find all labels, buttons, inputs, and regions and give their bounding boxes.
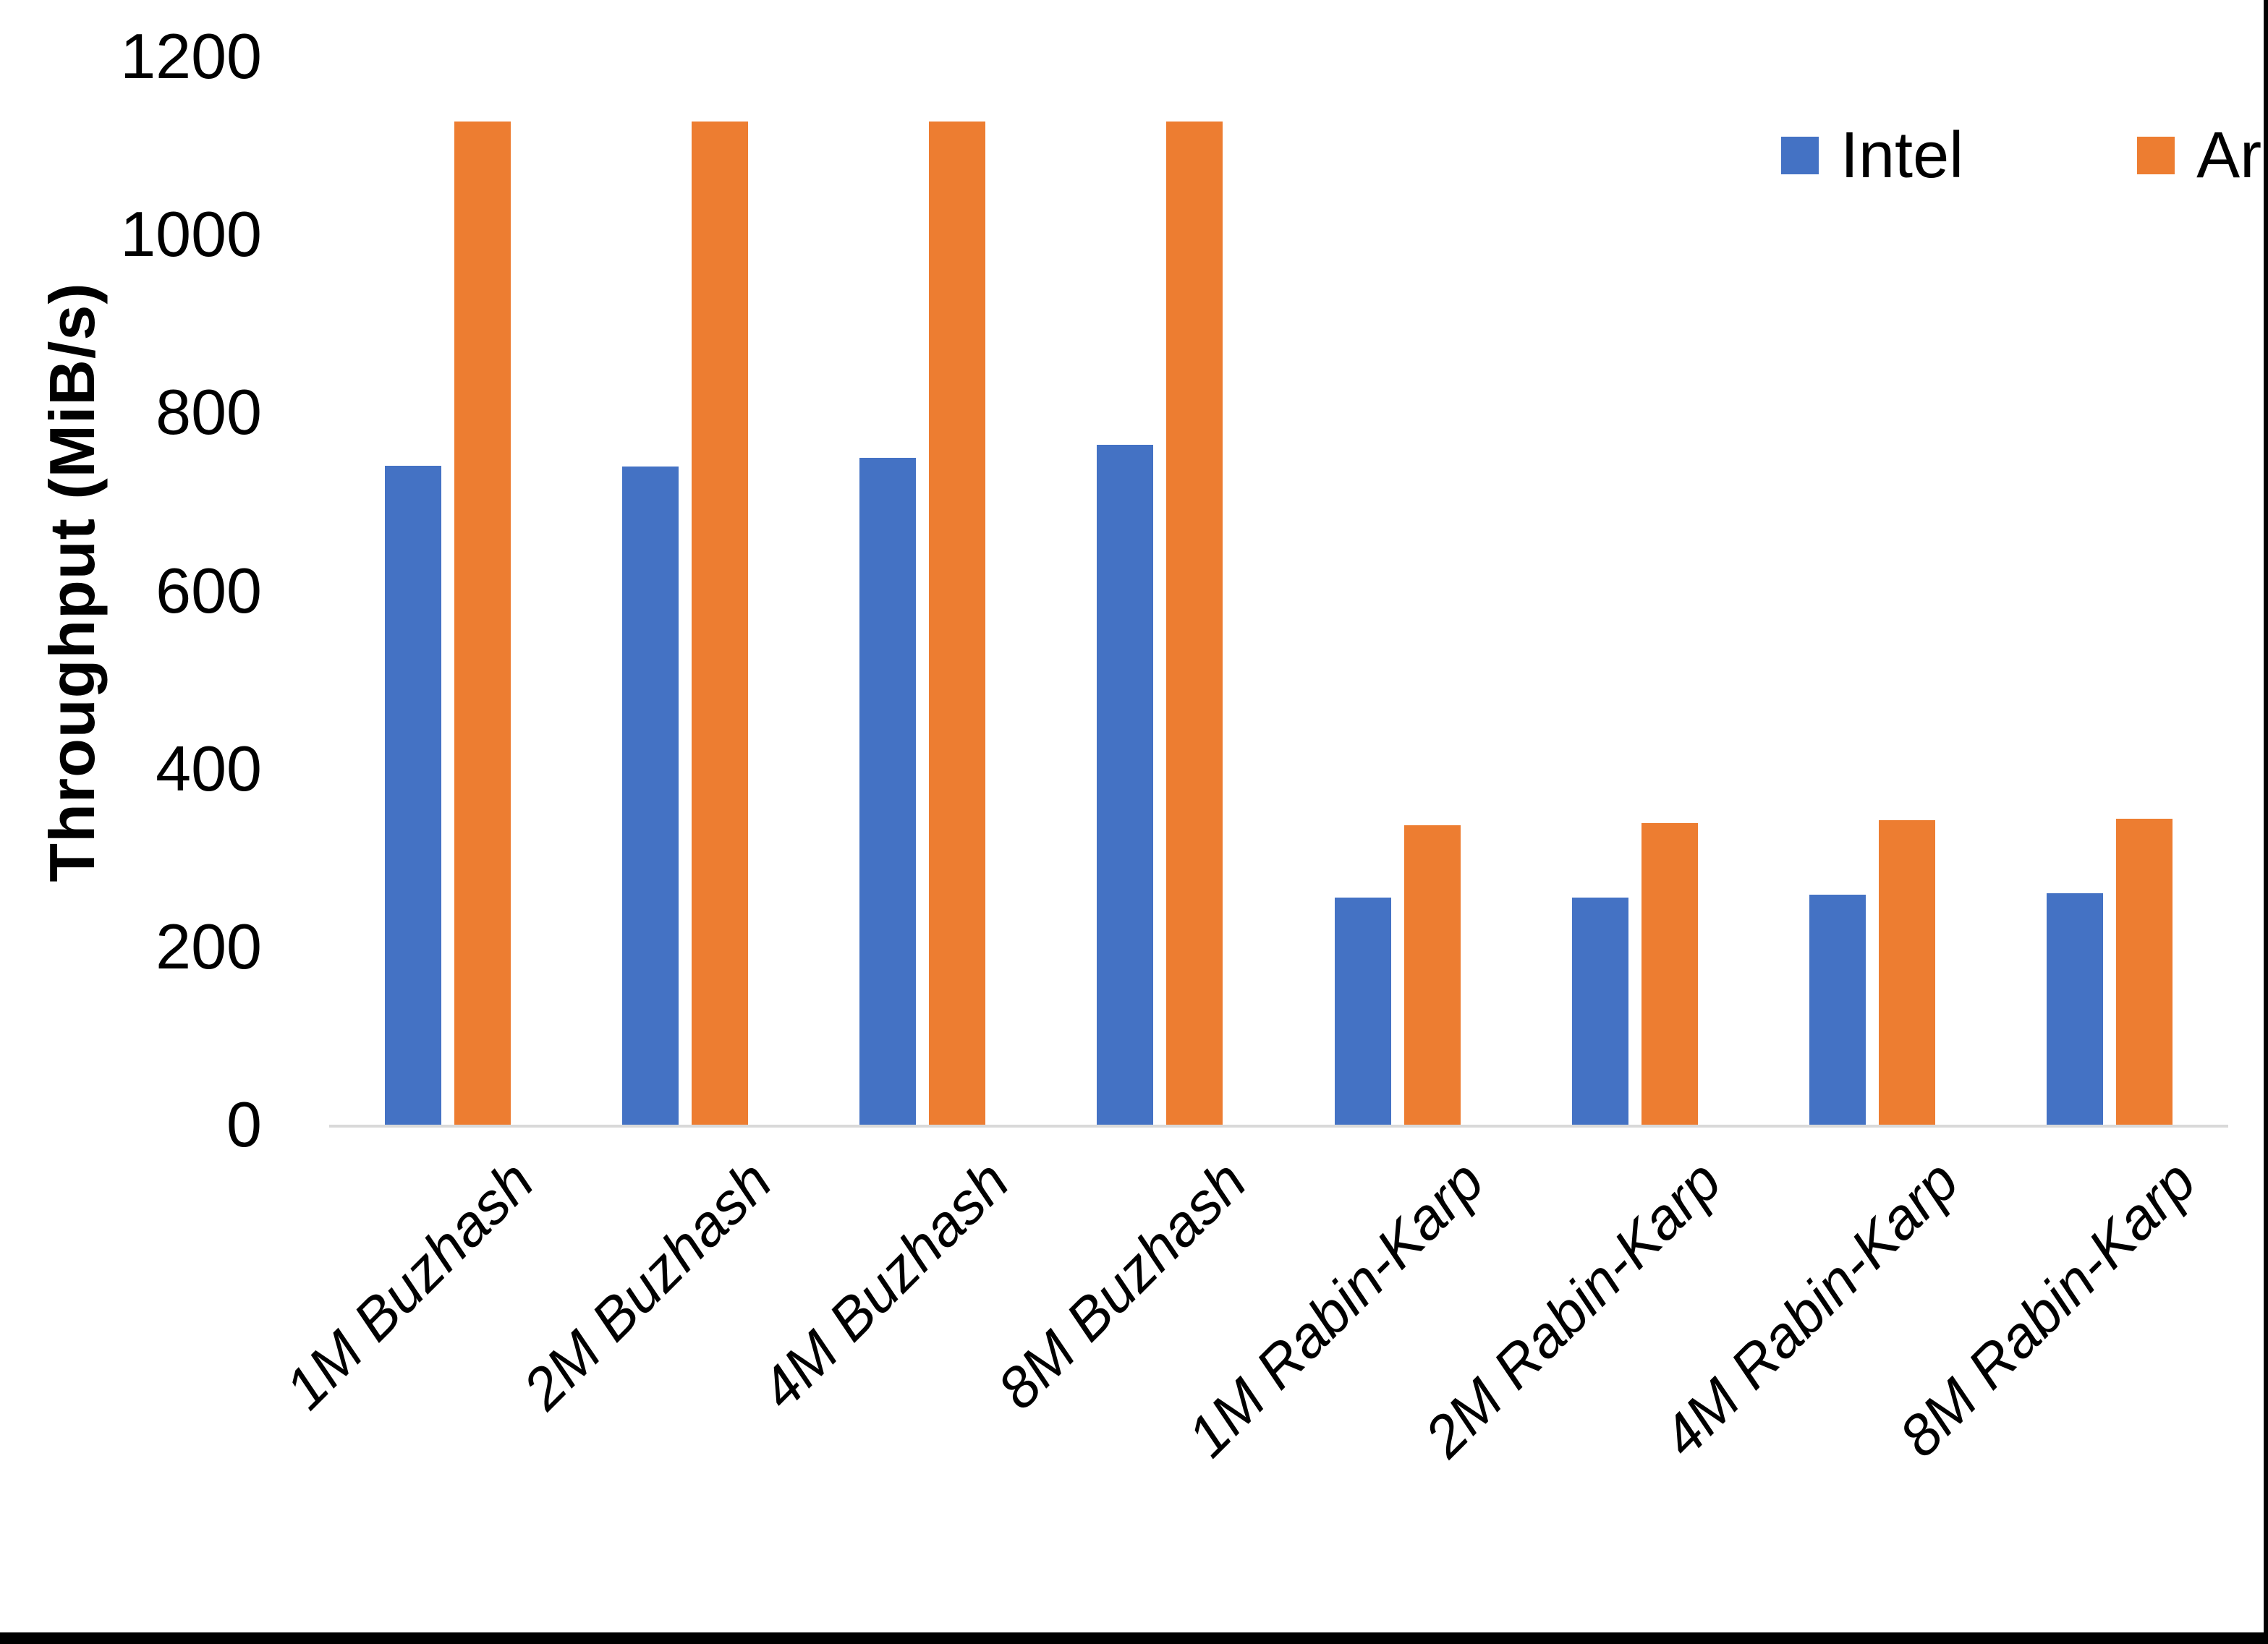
bar-intel <box>1571 898 1628 1125</box>
bar-group <box>1754 56 1991 1125</box>
legend-item-arm: Arm <box>2137 123 2268 188</box>
bar-intel <box>2046 893 2103 1125</box>
legend: Intel Arm <box>1781 123 2268 188</box>
legend-item-intel: Intel <box>1781 123 1963 188</box>
bar-group <box>329 56 566 1125</box>
bar-arm <box>692 121 749 1125</box>
bar-group <box>1516 56 1754 1125</box>
bar-arm <box>1878 820 1935 1125</box>
y-tick-label: 1200 <box>120 20 262 92</box>
screenshot-right-border <box>2264 0 2268 1644</box>
legend-swatch-intel <box>1781 137 1819 174</box>
bar-arm <box>1403 825 1461 1125</box>
bar-arm <box>2115 818 2173 1125</box>
plot-area <box>329 56 2228 1128</box>
y-tick-label: 0 <box>226 1089 262 1160</box>
bar-arm <box>454 121 511 1125</box>
y-tick-label: 600 <box>156 554 262 626</box>
bar-group <box>1279 56 1516 1125</box>
bar-intel <box>859 458 917 1125</box>
bar-intel <box>1809 895 1866 1125</box>
bar-intel <box>1097 444 1154 1125</box>
bar-arm <box>929 121 986 1125</box>
bar-group <box>1991 56 2228 1125</box>
bar-intel <box>1334 898 1391 1125</box>
bar-group <box>566 56 804 1125</box>
bar-arm <box>1166 121 1223 1125</box>
legend-label-intel: Intel <box>1840 119 1964 192</box>
y-tick-label: 800 <box>156 376 262 448</box>
bar-group <box>804 56 1041 1125</box>
bar-arm <box>1641 822 1698 1125</box>
y-tick-label: 1000 <box>120 198 262 271</box>
y-tick-label: 400 <box>156 732 262 804</box>
screenshot-bottom-border <box>0 1632 2268 1644</box>
bar-intel <box>385 466 442 1125</box>
bar-intel <box>622 467 679 1125</box>
bar-group <box>1041 56 1278 1125</box>
legend-label-arm: Arm <box>2196 119 2268 192</box>
legend-swatch-arm <box>2137 137 2175 174</box>
y-tick-label: 200 <box>156 910 262 982</box>
